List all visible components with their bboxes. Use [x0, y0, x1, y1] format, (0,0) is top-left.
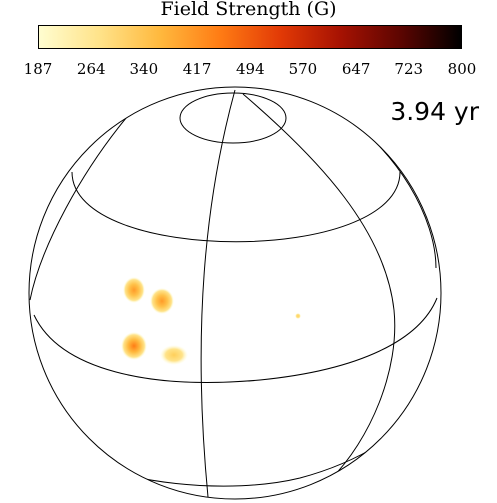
- colorbar-tick-label: 800: [447, 60, 477, 78]
- latitude-middle-ring: [33, 297, 438, 383]
- starspot: [160, 345, 188, 365]
- starspot: [150, 288, 174, 314]
- colorbar-tick-label: 264: [76, 60, 106, 78]
- starspots: [121, 277, 301, 365]
- meridian-right: [242, 93, 396, 481]
- starspot: [123, 277, 145, 303]
- colorbar-tick-label: 570: [288, 60, 318, 78]
- colorbar-tick-label: 647: [341, 60, 371, 78]
- starspot: [121, 332, 147, 360]
- meridian-central: [200, 89, 236, 498]
- colorbar-tick-label: 494: [236, 60, 265, 78]
- latitude-polar-ring: [179, 92, 287, 144]
- latitude-upper-ring: [71, 171, 401, 243]
- starspot: [295, 313, 301, 319]
- colorbar-tick-label: 187: [23, 60, 53, 78]
- time-label: 3.94 yr: [390, 97, 479, 126]
- latitude-lower-ring: [57, 399, 428, 487]
- colorbar: [38, 25, 462, 49]
- globe-outline: [28, 86, 442, 500]
- colorbar-tick-label: 340: [129, 60, 159, 78]
- meridian-far-right: [329, 104, 437, 269]
- colorbar-title: Field Strength (G): [160, 0, 337, 20]
- meridian-left: [29, 103, 139, 301]
- colorbar-tick-label: 723: [394, 60, 424, 78]
- colorbar-tick-label: 417: [182, 60, 212, 78]
